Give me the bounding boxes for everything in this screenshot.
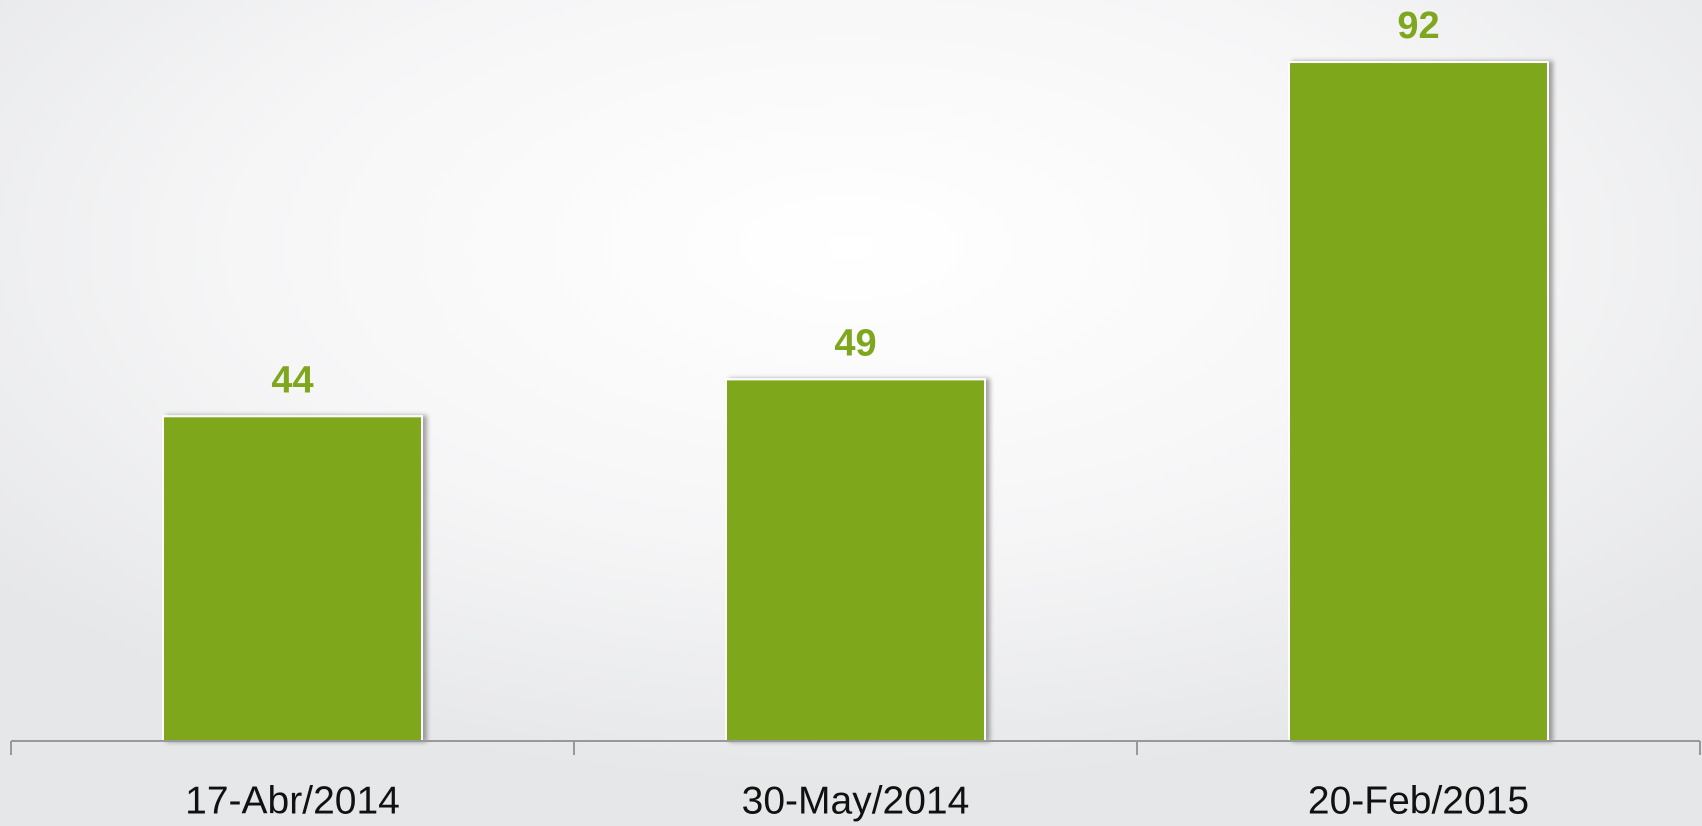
bar: [162, 415, 423, 742]
value-label: 92: [1397, 5, 1439, 47]
x-tick-label: 20-Feb/2015: [1308, 779, 1529, 822]
bar: [1288, 61, 1549, 743]
x-tick-label: 17-Abr/2014: [185, 779, 400, 822]
value-label: 49: [834, 322, 876, 364]
bar: [725, 378, 986, 742]
x-tick-label: 30-May/2014: [742, 779, 970, 822]
value-label: 44: [271, 359, 313, 401]
